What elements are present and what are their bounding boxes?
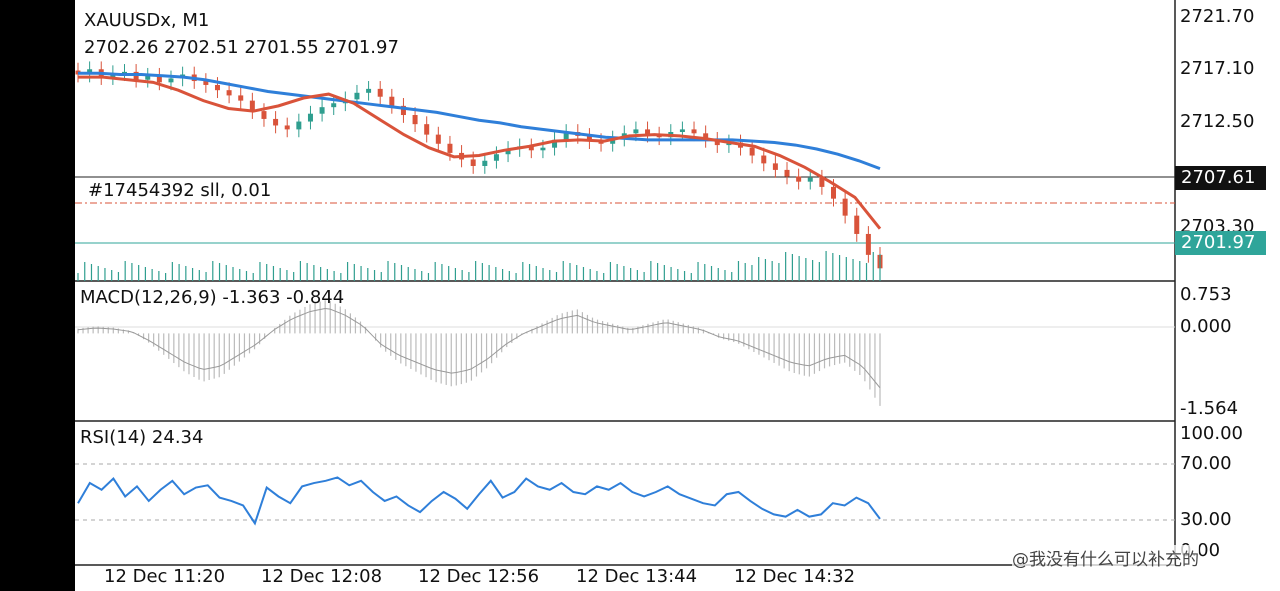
- candle-body: [807, 177, 813, 182]
- candle-body: [505, 148, 511, 155]
- candle-body: [633, 129, 639, 134]
- candle-body: [331, 103, 337, 108]
- time-axis-tick: 12 Dec 14:32: [734, 566, 856, 587]
- candle-body: [284, 125, 290, 130]
- candles-group: [75, 61, 883, 277]
- ma-fast-line: [78, 75, 882, 230]
- candle-body: [610, 138, 616, 144]
- candle-body: [772, 163, 778, 170]
- candle-body: [121, 71, 127, 74]
- candle-body: [854, 215, 860, 234]
- rsi-line: [77, 476, 881, 526]
- candle-body: [645, 129, 651, 135]
- candle-body: [784, 169, 790, 177]
- candle-body: [307, 113, 313, 122]
- candle-body: [470, 159, 476, 166]
- macd-label: MACD(12,26,9) -1.363 -0.844: [80, 287, 345, 308]
- candle-body: [214, 84, 220, 91]
- candle-body: [563, 132, 569, 140]
- candle-body: [354, 92, 360, 100]
- ohlc-label: 2702.26 2702.51 2701.55 2701.97: [84, 37, 399, 58]
- candle-body: [156, 75, 162, 83]
- candle-body: [296, 121, 302, 130]
- symbol-label: XAUUSDx, M1: [84, 10, 210, 31]
- rsi-axis-tick: 30.00: [1180, 509, 1232, 530]
- candle-body: [366, 88, 372, 93]
- candle-body: [552, 139, 558, 148]
- price-axis-tick: 2712.50: [1180, 111, 1255, 132]
- moving-averages-group: [78, 71, 882, 230]
- candle-body: [714, 139, 720, 146]
- candle-body: [679, 129, 685, 133]
- candle-body: [493, 154, 499, 161]
- macd-axis-tick: -1.564: [1180, 398, 1239, 419]
- candle-body: [865, 233, 871, 255]
- candle-body: [831, 186, 837, 199]
- candle-body: [389, 96, 395, 106]
- candle-body: [273, 118, 279, 126]
- candle-body: [203, 81, 209, 85]
- macd-axis-tick: 0.000: [1180, 316, 1232, 337]
- candle-body: [319, 107, 325, 114]
- candle-body: [261, 111, 267, 119]
- current-price-tag: 2701.97: [1175, 231, 1266, 255]
- candle-body: [400, 105, 406, 116]
- candle-body: [819, 177, 825, 187]
- time-axis-tick: 12 Dec 13:44: [576, 566, 698, 587]
- candle-body: [703, 133, 709, 140]
- order-label[interactable]: #17454392 sll, 0.01: [88, 180, 272, 201]
- candle-body: [424, 124, 430, 135]
- ma-slow-line: [78, 71, 881, 171]
- price-axis-tick: 2721.70: [1180, 6, 1255, 27]
- rsi-axis-tick: 100.00: [1180, 423, 1243, 444]
- rsi-group: [77, 476, 881, 526]
- candle-body: [168, 78, 174, 83]
- candle-body: [586, 135, 592, 142]
- macd-group: [77, 300, 881, 406]
- candle-body: [226, 90, 232, 96]
- rsi-label: RSI(14) 24.34: [80, 427, 204, 448]
- macd-signal-line: [77, 307, 881, 389]
- candle-body: [540, 147, 546, 151]
- rsi-axis-tick: 70.00: [1180, 453, 1232, 474]
- candle-body: [842, 198, 848, 216]
- candle-body: [482, 160, 488, 166]
- watermark: @我没有什么可以补充的: [1012, 545, 1199, 570]
- time-axis-tick: 12 Dec 11:20: [104, 566, 226, 587]
- candle-body: [238, 95, 244, 101]
- candle-body: [761, 155, 767, 164]
- candle-body: [249, 100, 255, 112]
- candle-body: [447, 143, 453, 153]
- candle-body: [749, 147, 755, 156]
- volume-group: [77, 251, 881, 281]
- candle-body: [691, 129, 697, 134]
- candle-body: [145, 75, 151, 80]
- candle-body: [435, 134, 441, 144]
- candle-body: [412, 115, 418, 125]
- time-axis-tick: 12 Dec 12:08: [261, 566, 383, 587]
- candle-body: [377, 88, 383, 97]
- candle-body: [528, 146, 534, 151]
- order-price-tag: 2707.61: [1175, 166, 1266, 190]
- candle-body: [796, 176, 802, 182]
- price-axis-tick: 2717.10: [1180, 58, 1255, 79]
- time-axis-tick: 12 Dec 12:56: [418, 566, 540, 587]
- macd-axis-tick: 0.753: [1180, 284, 1232, 305]
